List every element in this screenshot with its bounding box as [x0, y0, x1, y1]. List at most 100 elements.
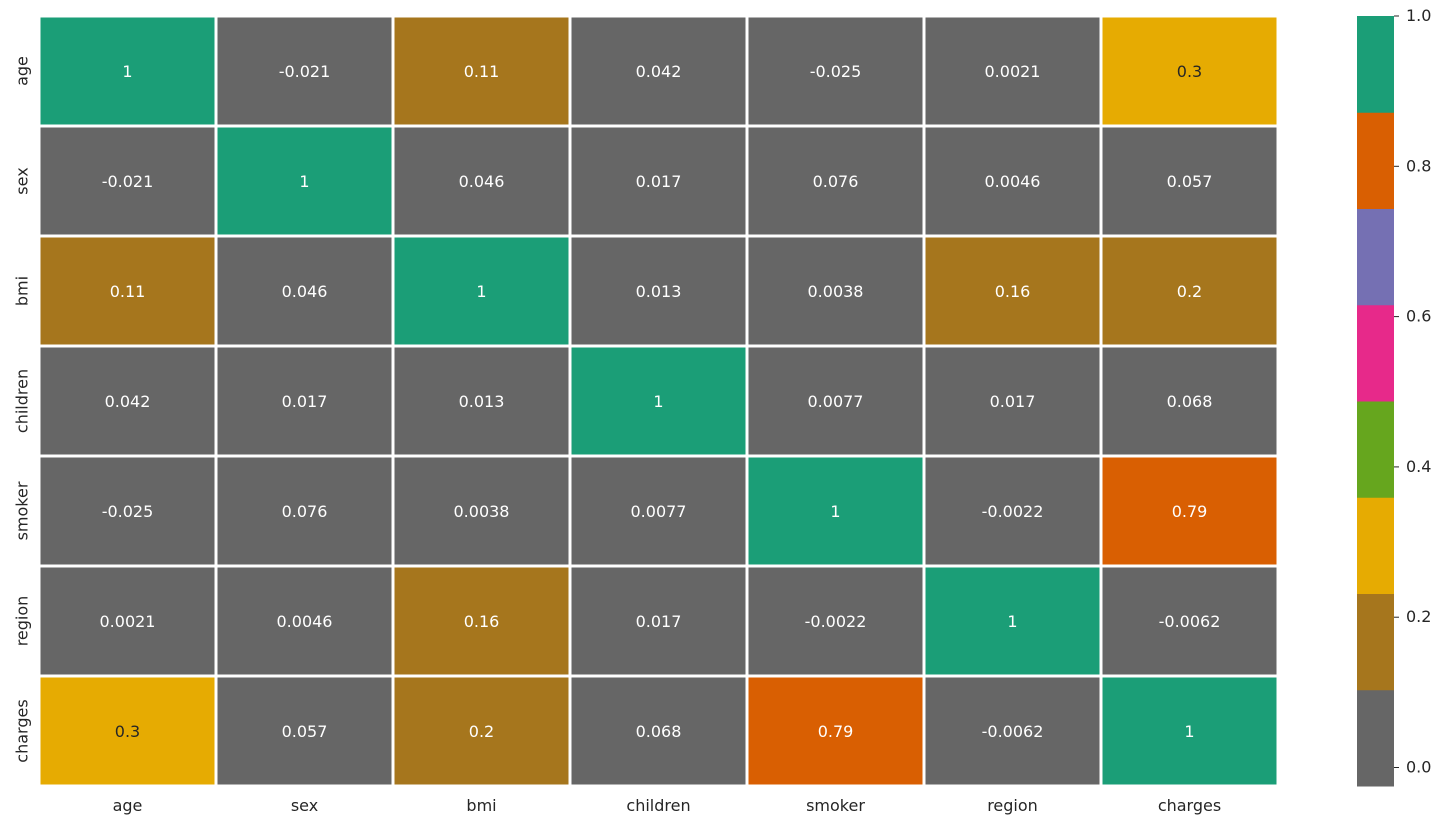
- heatmap-cell-label: 0.017: [636, 612, 682, 631]
- colorbar-segment: [1357, 593, 1394, 691]
- heatmap-cell-label: 1: [476, 282, 486, 301]
- heatmap-cell-label: 0.0077: [631, 502, 687, 521]
- colorbar-segment: [1357, 304, 1394, 402]
- colorbar-tick-label: 0.2: [1406, 607, 1431, 626]
- colorbar-tick-label: 0.4: [1406, 457, 1431, 476]
- colorbar-segment: [1357, 689, 1394, 787]
- heatmap-cell-label: 0.2: [1177, 282, 1202, 301]
- heatmap-cell-label: 0.076: [813, 172, 859, 191]
- heatmap-cell-label: -0.025: [810, 62, 862, 81]
- heatmap-cell-region-children: [568, 564, 749, 678]
- heatmap-cell-label: -0.0022: [982, 502, 1044, 521]
- heatmap-cell-bmi-sex: [214, 234, 395, 348]
- heatmap-cells: 1 -0.021 0.11 0.042 -0.025 0.0021 0.3 -0.021 1 0.…: [37, 14, 1280, 788]
- x-tick-label-smoker: smoker: [806, 796, 865, 815]
- heatmap-cell-label: 1: [299, 172, 309, 191]
- heatmap-cell-label: 0.79: [818, 722, 854, 741]
- heatmap-cell-label: 0.3: [1177, 62, 1202, 81]
- y-axis-tick-labels: age sex bmi children smoker region charges: [13, 56, 32, 763]
- heatmap-cell-label: 0.017: [282, 392, 328, 411]
- heatmap-cell-label: 0.046: [282, 282, 328, 301]
- heatmap-cell-label: -0.021: [279, 62, 331, 81]
- heatmap-cell-label: 0.076: [282, 502, 328, 521]
- heatmap-cell-region-charges: [1099, 564, 1280, 678]
- heatmap-cell-children-sex: [214, 344, 395, 458]
- colorbar: 0.0 0.2 0.4 0.6 0.8 1.0: [1357, 6, 1431, 787]
- y-tick-label-charges: charges: [13, 699, 32, 762]
- heatmap-cell-label: 1: [122, 62, 132, 81]
- heatmap-cell-charges-bmi: [391, 674, 572, 788]
- heatmap-cell-label: 0.0077: [808, 392, 864, 411]
- heatmap-cell-smoker-bmi: [391, 454, 572, 568]
- heatmap-cell-label: 1: [653, 392, 663, 411]
- y-tick-label-smoker: smoker: [13, 481, 32, 540]
- heatmap-cell-label: 0.042: [105, 392, 151, 411]
- heatmap-cell-label: 1: [1007, 612, 1017, 631]
- heatmap-cell-label: 0.0021: [100, 612, 156, 631]
- x-tick-label-region: region: [987, 796, 1038, 815]
- heatmap-cell-bmi-region: [922, 234, 1103, 348]
- y-tick-label-children: children: [13, 369, 32, 433]
- colorbar-segment: [1357, 401, 1394, 498]
- colorbar-segment: [1357, 112, 1394, 209]
- heatmap-cell-age-age: [37, 14, 218, 128]
- heatmap-cell-charges-region: [922, 674, 1103, 788]
- heatmap-cell-age-region: [922, 14, 1103, 128]
- heatmap-cell-label: -0.021: [102, 172, 154, 191]
- heatmap-cell-label: 0.013: [459, 392, 505, 411]
- colorbar-segment: [1357, 16, 1394, 113]
- heatmap-cell-label: 0.2: [469, 722, 494, 741]
- heatmap-cell-charges-children: [568, 674, 749, 788]
- x-tick-label-bmi: bmi: [466, 796, 496, 815]
- heatmap-cell-label: 0.79: [1172, 502, 1208, 521]
- heatmap-cell-label: 0.3: [115, 722, 140, 741]
- heatmap-cell-sex-smoker: [745, 124, 926, 238]
- heatmap-cell-label: -0.0062: [982, 722, 1044, 741]
- y-tick-label-age: age: [13, 56, 32, 86]
- heatmap-cell-bmi-smoker: [745, 234, 926, 348]
- x-tick-label-age: age: [113, 796, 143, 815]
- heatmap-cell-label: 0.0046: [277, 612, 333, 631]
- heatmap-cell-label: -0.0062: [1159, 612, 1221, 631]
- heatmap-cell-label: 0.057: [282, 722, 328, 741]
- heatmap-cell-sex-age: [37, 124, 218, 238]
- heatmap-cell-children-charges: [1099, 344, 1280, 458]
- colorbar-tick-label: 1.0: [1406, 6, 1431, 25]
- heatmap-cell-bmi-children: [568, 234, 749, 348]
- heatmap-cell-label: 0.0021: [985, 62, 1041, 81]
- heatmap-cell-charges-age: [37, 674, 218, 788]
- heatmap-cell-charges-smoker: [745, 674, 926, 788]
- heatmap-cell-region-sex: [214, 564, 395, 678]
- heatmap-cell-smoker-age: [37, 454, 218, 568]
- colorbar-tick-label: 0.8: [1406, 156, 1431, 175]
- heatmap-cell-label: 0.11: [110, 282, 146, 301]
- x-tick-label-sex: sex: [291, 796, 318, 815]
- heatmap-cell-children-region: [922, 344, 1103, 458]
- colorbar-tick-label: 0.6: [1406, 307, 1431, 326]
- heatmap-cell-label: -0.0022: [805, 612, 867, 631]
- heatmap-cell-sex-bmi: [391, 124, 572, 238]
- heatmap-cell-label: 0.16: [995, 282, 1031, 301]
- heatmap-cell-label: 0.017: [990, 392, 1036, 411]
- heatmap-cell-label: 1: [830, 502, 840, 521]
- heatmap-cell-label: 0.16: [464, 612, 500, 631]
- y-tick-label-region: region: [13, 596, 32, 647]
- heatmap-cell-label: -0.025: [102, 502, 154, 521]
- colorbar-segment: [1357, 497, 1394, 594]
- heatmap-cell-age-sex: [214, 14, 395, 128]
- heatmap-cell-sex-charges: [1099, 124, 1280, 238]
- heatmap-cell-charges-charges: [1099, 674, 1280, 788]
- heatmap-cell-label: 0.013: [636, 282, 682, 301]
- y-tick-label-sex: sex: [13, 167, 32, 194]
- heatmap-cell-bmi-bmi: [391, 234, 572, 348]
- colorbar-tick-label: 0.0: [1406, 758, 1431, 777]
- heatmap-cell-label: 0.11: [464, 62, 500, 81]
- heatmap-cell-label: 0.046: [459, 172, 505, 191]
- heatmap-cell-label: 0.042: [636, 62, 682, 81]
- heatmap-cell-label: 0.057: [1167, 172, 1213, 191]
- heatmap-cell-bmi-charges: [1099, 234, 1280, 348]
- heatmap-cell-label: 0.0038: [454, 502, 510, 521]
- y-tick-label-bmi: bmi: [13, 276, 32, 306]
- colorbar-segment: [1357, 208, 1394, 306]
